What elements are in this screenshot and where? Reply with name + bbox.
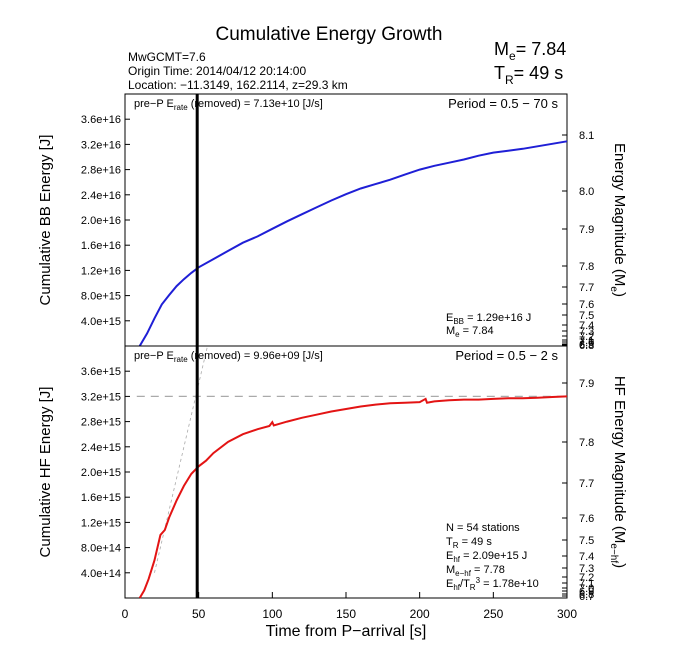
y2-tick-label: 6.7	[579, 591, 594, 603]
y-tick-label: 4.0e+14	[81, 568, 121, 580]
summary-me: Me= 7.84	[494, 39, 566, 63]
y2-tick-label: 7.2	[579, 572, 594, 584]
y2-tick-label: 7.7	[579, 478, 594, 490]
x-tick-label: 300	[557, 607, 577, 621]
top-y-axis-label: Cumulative BB Energy [J]	[37, 135, 54, 306]
bottom-prep-annotation: pre−P Erate (removed) = 9.96e+09 [J/s]	[134, 350, 323, 364]
y2-tick-label: 7.5	[579, 310, 594, 322]
top-period-label: Period = 0.5 − 70 s	[448, 96, 558, 111]
y-tick-label: 2.8e+15	[81, 417, 121, 429]
top-series	[138, 140, 568, 347]
y-tick-label: 1.2e+16	[81, 265, 121, 277]
top-prep-annotation: pre−P Erate (removed) = 7.13e+10 [J/s]	[134, 98, 323, 112]
top-y-ticks: 4.0e+15 8.0e+15 1.2e+16 1.6e+16 2.0e+16 2.4e+…	[81, 114, 130, 328]
y2-tick-label: 7.3	[579, 563, 594, 575]
y2-tick-label: 7.4	[579, 320, 594, 332]
y2-tick-label: 7.1	[579, 578, 594, 590]
y2-tick-label: 7.6	[579, 513, 594, 525]
y2-tick-label: 7.6	[579, 299, 594, 311]
y-tick-label: 2.0e+16	[81, 215, 121, 227]
x-tick-label: 0	[122, 607, 129, 621]
y2-tick-label: 7.9	[579, 224, 594, 236]
event-origin-time: Origin Time: 2014/04/12 20:14:00	[128, 64, 306, 78]
y2-tick-label: 6.8	[579, 589, 594, 601]
summary-tr: TR= 49 s	[494, 63, 563, 87]
top-plot-frame	[124, 93, 568, 347]
bottom-info-tr: TR = 49 s	[446, 536, 492, 550]
chart-title: Cumulative Energy Growth	[215, 24, 442, 45]
y2-tick-label: 7.0	[579, 337, 594, 349]
x-tick-label: 200	[410, 607, 430, 621]
bottom-info-mehf: Me−hf = 7.78	[446, 564, 505, 578]
y2-tick-label: 7.8	[579, 437, 594, 449]
y2-tick-label: 7.0	[579, 583, 594, 595]
top-info-me: Me = 7.84	[446, 325, 494, 339]
y-tick-label: 1.6e+15	[81, 492, 121, 504]
bottom-y2-axis-label: HF Energy Magnitude (Me−hf)	[608, 376, 628, 568]
y-tick-label: 1.6e+16	[81, 240, 121, 252]
event-magnitude: MwGCMT=7.6	[128, 50, 206, 64]
y2-tick-label: 7.5	[579, 535, 594, 547]
rate-dashed-line	[154, 345, 208, 573]
y-tick-label: 2.4e+15	[81, 442, 121, 454]
y-tick-label: 3.6e+15	[81, 366, 121, 378]
bottom-info-n: N = 54 stations	[446, 522, 520, 534]
top-panel: 4.0e+15 8.0e+15 1.2e+16 1.6e+16 2.0e+16 2.4e+…	[37, 93, 628, 352]
y2-tick-label: 8.1	[579, 130, 594, 142]
y2-tick-label: 6.8	[579, 340, 594, 352]
y2-tick-label: 7.8	[579, 261, 594, 273]
y-tick-label: 2.0e+15	[81, 467, 121, 479]
y-tick-label: 2.8e+16	[81, 165, 121, 177]
event-location: Location: −11.3149, 162.2114, z=29.3 km	[128, 78, 348, 92]
bottom-info-ehf: Ehf = 2.09e+15 J	[446, 550, 527, 564]
y2-tick-label: 7.7	[579, 282, 594, 294]
y-tick-label: 3.6e+16	[81, 114, 121, 126]
top-y2-axis-label: Energy Magnitude (Me)	[608, 143, 628, 297]
y2-tick-label: 7.3	[579, 326, 594, 338]
y2-tick-label: 8.0	[579, 186, 594, 198]
y-tick-label: 1.2e+15	[81, 517, 121, 529]
y-tick-label: 2.4e+16	[81, 190, 121, 202]
bottom-panel: 4.0e+14 8.0e+14 1.2e+15 1.6e+15 2.0e+15 2.4e+…	[37, 345, 628, 603]
y2-tick-label: 7.4	[579, 551, 594, 563]
x-tick-label: 150	[336, 607, 356, 621]
bb-energy-line	[138, 140, 568, 347]
y-tick-label: 3.2e+15	[81, 391, 121, 403]
y-tick-label: 3.2e+16	[81, 139, 121, 151]
bottom-period-label: Period = 0.5 − 2 s	[455, 348, 558, 363]
y2-tick-label: 7.1	[579, 335, 594, 347]
y-tick-label: 4.0e+15	[81, 316, 121, 328]
bottom-info-ratio: Ehf/TR3 = 1.78e+10	[446, 576, 539, 592]
x-axis-ticks: 0 50 100 150 200 250 300	[122, 592, 577, 621]
bottom-y-ticks: 4.0e+14 8.0e+14 1.2e+15 1.6e+15 2.0e+15 2.4e+…	[81, 366, 130, 580]
y-tick-label: 8.0e+15	[81, 291, 121, 303]
y2-tick-label: 6.9	[579, 339, 594, 351]
y-tick-label: 8.0e+14	[81, 543, 121, 555]
x-tick-label: 250	[483, 607, 503, 621]
x-tick-label: 50	[192, 607, 206, 621]
top-info-ebb: EBB = 1.29e+16 J	[446, 312, 531, 326]
hf-energy-line	[138, 395, 568, 599]
x-axis-label: Time from P−arrival [s]	[266, 623, 427, 640]
y2-tick-label: 6.9	[579, 586, 594, 598]
y2-tick-label: 7.9	[579, 378, 594, 390]
bottom-y-axis-label: Cumulative HF Energy [J]	[37, 387, 54, 558]
top-y2-ticks: 8.1 8.0 7.9 7.8 7.7 7.67.57.47.37.27.17.06.96…	[562, 130, 594, 352]
y2-tick-label: 7.2	[579, 331, 594, 343]
x-tick-label: 100	[262, 607, 282, 621]
bottom-y2-ticks: 7.9 7.8 7.7 7.6 7.5 7.47.37.27.17.06.96.86.7	[562, 378, 594, 603]
